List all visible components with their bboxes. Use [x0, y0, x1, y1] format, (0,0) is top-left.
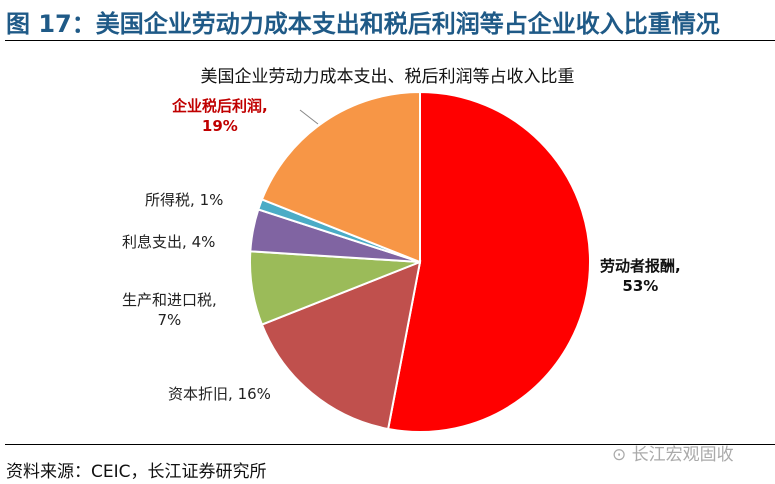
slice-label-depreciation: 资本折旧, 16% [168, 385, 271, 403]
slice-label-profit: 企业税后利润, 19% [172, 97, 268, 135]
slice-value: 1% [199, 191, 224, 209]
slice-value: 4% [191, 233, 216, 251]
bottom-divider [5, 444, 775, 445]
slice-value: 19% [201, 117, 238, 135]
leader-line [299, 109, 319, 125]
pie-slice-5 [260, 90, 421, 264]
slice-label-labor: 劳动者报酬, 53% [600, 257, 681, 295]
watermark: ⊙ 长江宏观固收 [612, 445, 734, 465]
slice-label-production-tax: 生产和进口税, 7% [122, 291, 217, 329]
source-note: 资料来源：CEIC，长江证券研究所 [6, 462, 267, 482]
pie-slice-0 [386, 90, 591, 433]
top-divider [5, 40, 775, 41]
figure-title: 图 17：美国企业劳动力成本支出和税后利润等占企业收入比重情况 [6, 10, 720, 38]
slice-name: 资本折旧 [168, 385, 229, 403]
chart-title: 美国企业劳动力成本支出、税后利润等占收入比重 [200, 67, 575, 87]
slice-label-income-tax: 所得税, 1% [145, 191, 224, 209]
slice-name: 生产和进口税 [122, 291, 213, 309]
pie-slice-1 [260, 260, 422, 431]
slice-value: 7% [157, 311, 182, 329]
slice-name: 企业税后利润 [172, 97, 263, 115]
slice-name: 劳动者报酬 [600, 257, 676, 275]
slice-name: 利息支出 [122, 233, 183, 251]
slice-value: 16% [237, 385, 271, 403]
slice-label-interest: 利息支出, 4% [122, 233, 216, 251]
slice-name: 所得税 [145, 191, 191, 209]
watermark-text: 长江宏观固收 [631, 445, 734, 465]
slice-value: 53% [622, 277, 659, 295]
